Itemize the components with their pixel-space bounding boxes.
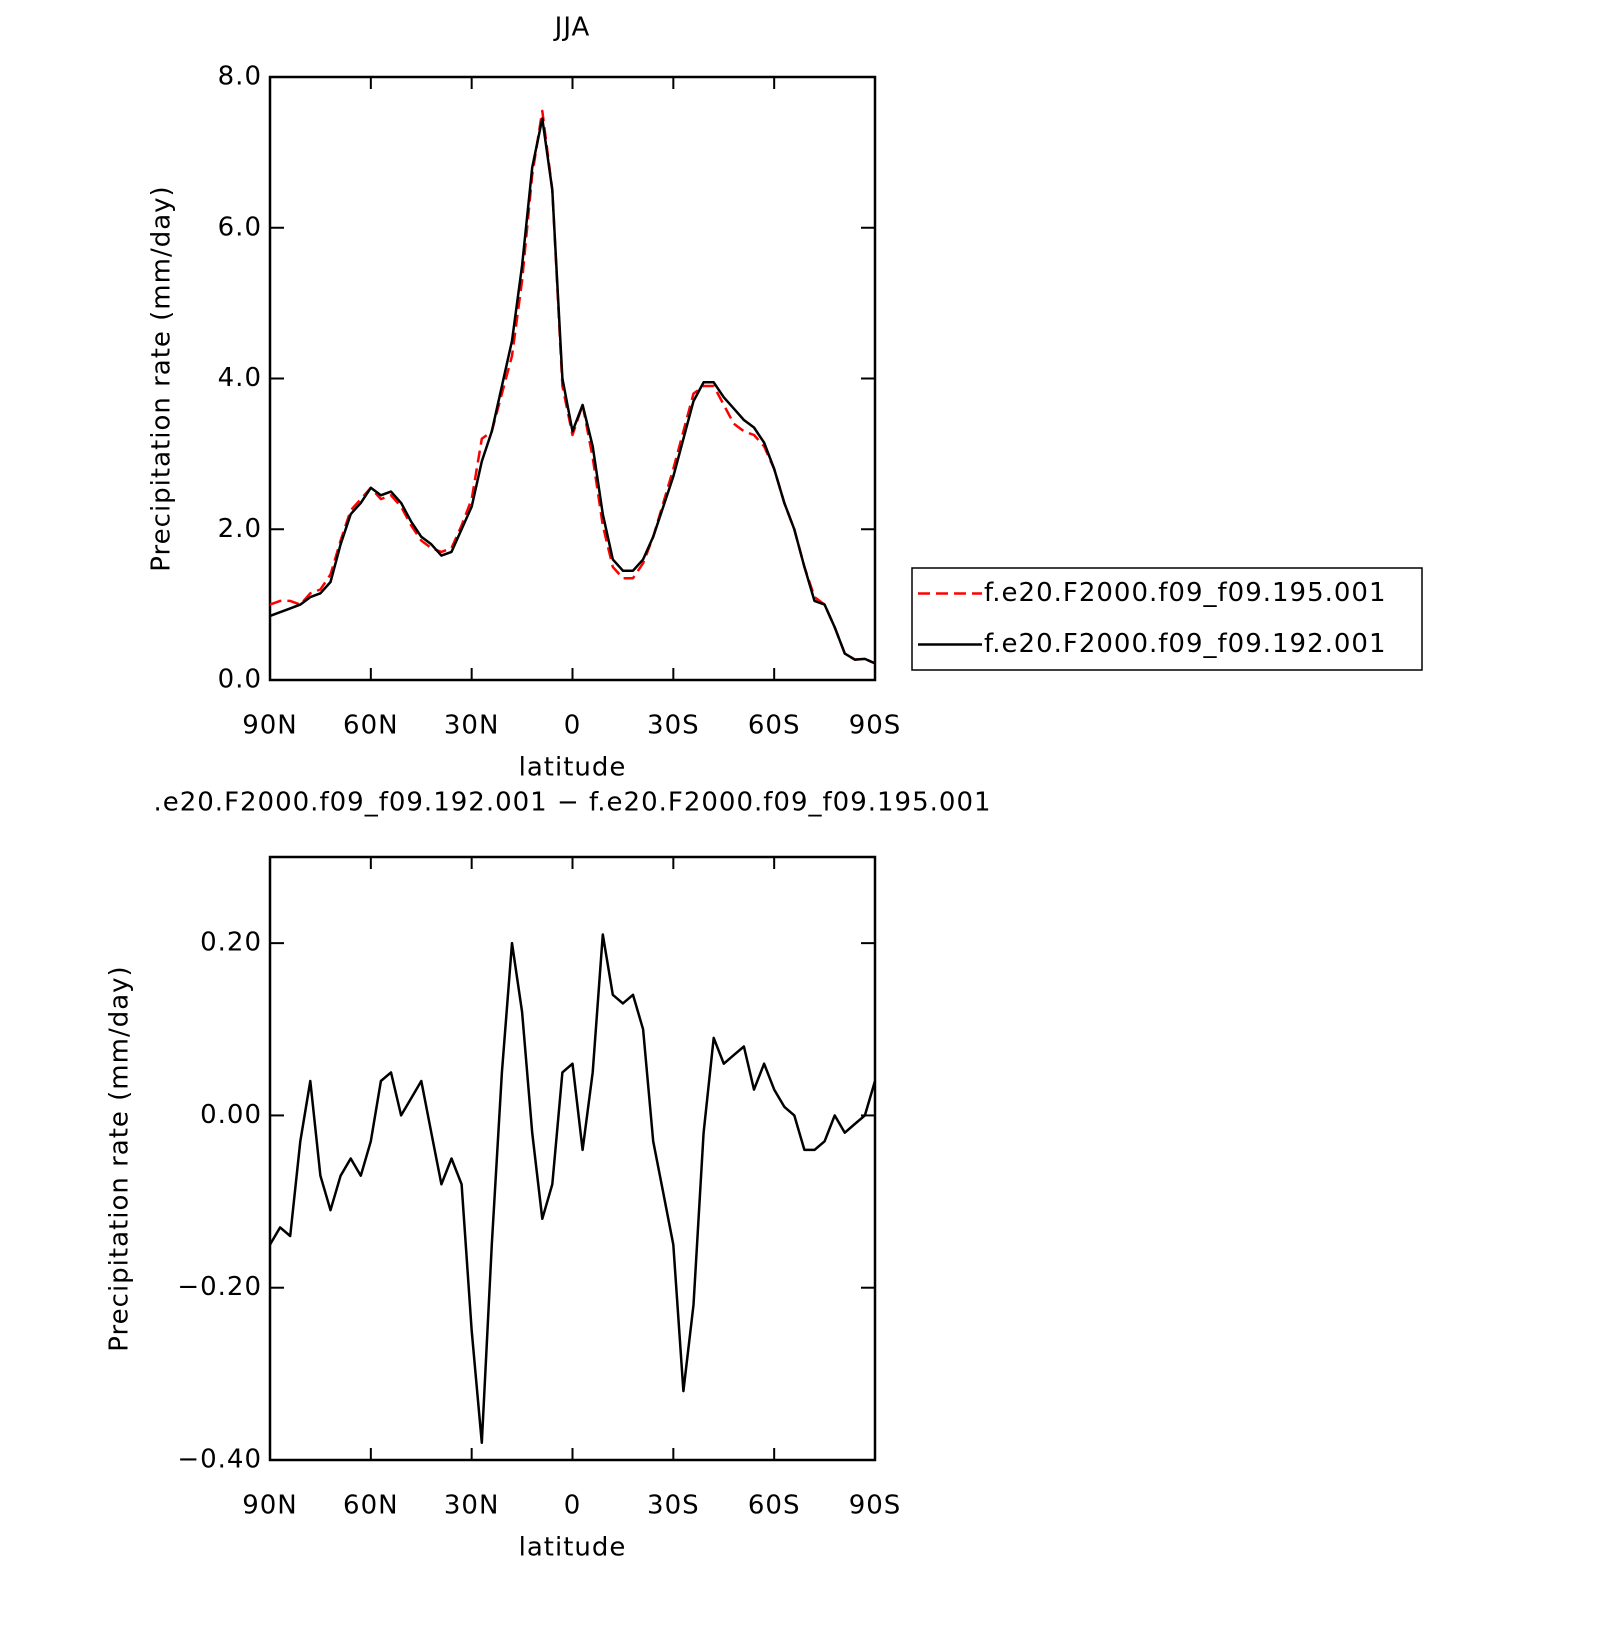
chart-title: .e20.F2000.f09_f09.192.001 − f.e20.F2000… bbox=[153, 788, 991, 818]
x-tick-label: 60S bbox=[748, 1491, 801, 1521]
plot-frame bbox=[268, 855, 877, 1462]
y-tick-label: 0.00 bbox=[200, 1100, 262, 1130]
x-axis-label: latitude bbox=[519, 753, 627, 783]
x-tick-label: 0 bbox=[564, 711, 582, 741]
y-tick-label: −0.20 bbox=[177, 1272, 262, 1302]
x-tick-label: 90N bbox=[242, 711, 298, 741]
x-tick-label: 90N bbox=[242, 1491, 298, 1521]
legend-label: f.e20.F2000.f09_f09.195.001 bbox=[984, 578, 1387, 608]
y-tick-label: 8.0 bbox=[218, 62, 262, 92]
y-tick-label: 2.0 bbox=[218, 514, 262, 544]
y-axis-label: Precipitation rate (mm/day) bbox=[105, 965, 135, 1351]
chart-title: JJA bbox=[553, 13, 591, 43]
x-axis-label: latitude bbox=[519, 1533, 627, 1563]
legend-label: f.e20.F2000.f09_f09.192.001 bbox=[984, 629, 1387, 659]
x-tick-label: 60N bbox=[343, 1491, 399, 1521]
y-tick-label: 4.0 bbox=[218, 363, 262, 393]
x-tick-label: 30N bbox=[444, 711, 500, 741]
x-tick-label: 30S bbox=[647, 711, 700, 741]
legend-box bbox=[911, 567, 1423, 671]
data-line bbox=[268, 933, 877, 1445]
x-tick-label: 60S bbox=[748, 711, 801, 741]
y-tick-label: −0.40 bbox=[177, 1445, 262, 1475]
x-tick-label: 60N bbox=[343, 711, 399, 741]
y-tick-label: 0.20 bbox=[200, 928, 262, 958]
data-line bbox=[269, 117, 876, 665]
x-tick-label: 0 bbox=[564, 1491, 582, 1521]
y-tick-label: 0.0 bbox=[218, 665, 262, 695]
y-tick-label: 6.0 bbox=[218, 212, 262, 242]
data-line bbox=[269, 109, 876, 665]
plot-frame bbox=[268, 75, 877, 682]
x-tick-label: 30N bbox=[444, 1491, 500, 1521]
x-tick-label: 30S bbox=[647, 1491, 700, 1521]
x-tick-label: 90S bbox=[849, 711, 902, 741]
y-axis-label: Precipitation rate (mm/day) bbox=[147, 185, 177, 571]
x-tick-label: 90S bbox=[849, 1491, 902, 1521]
